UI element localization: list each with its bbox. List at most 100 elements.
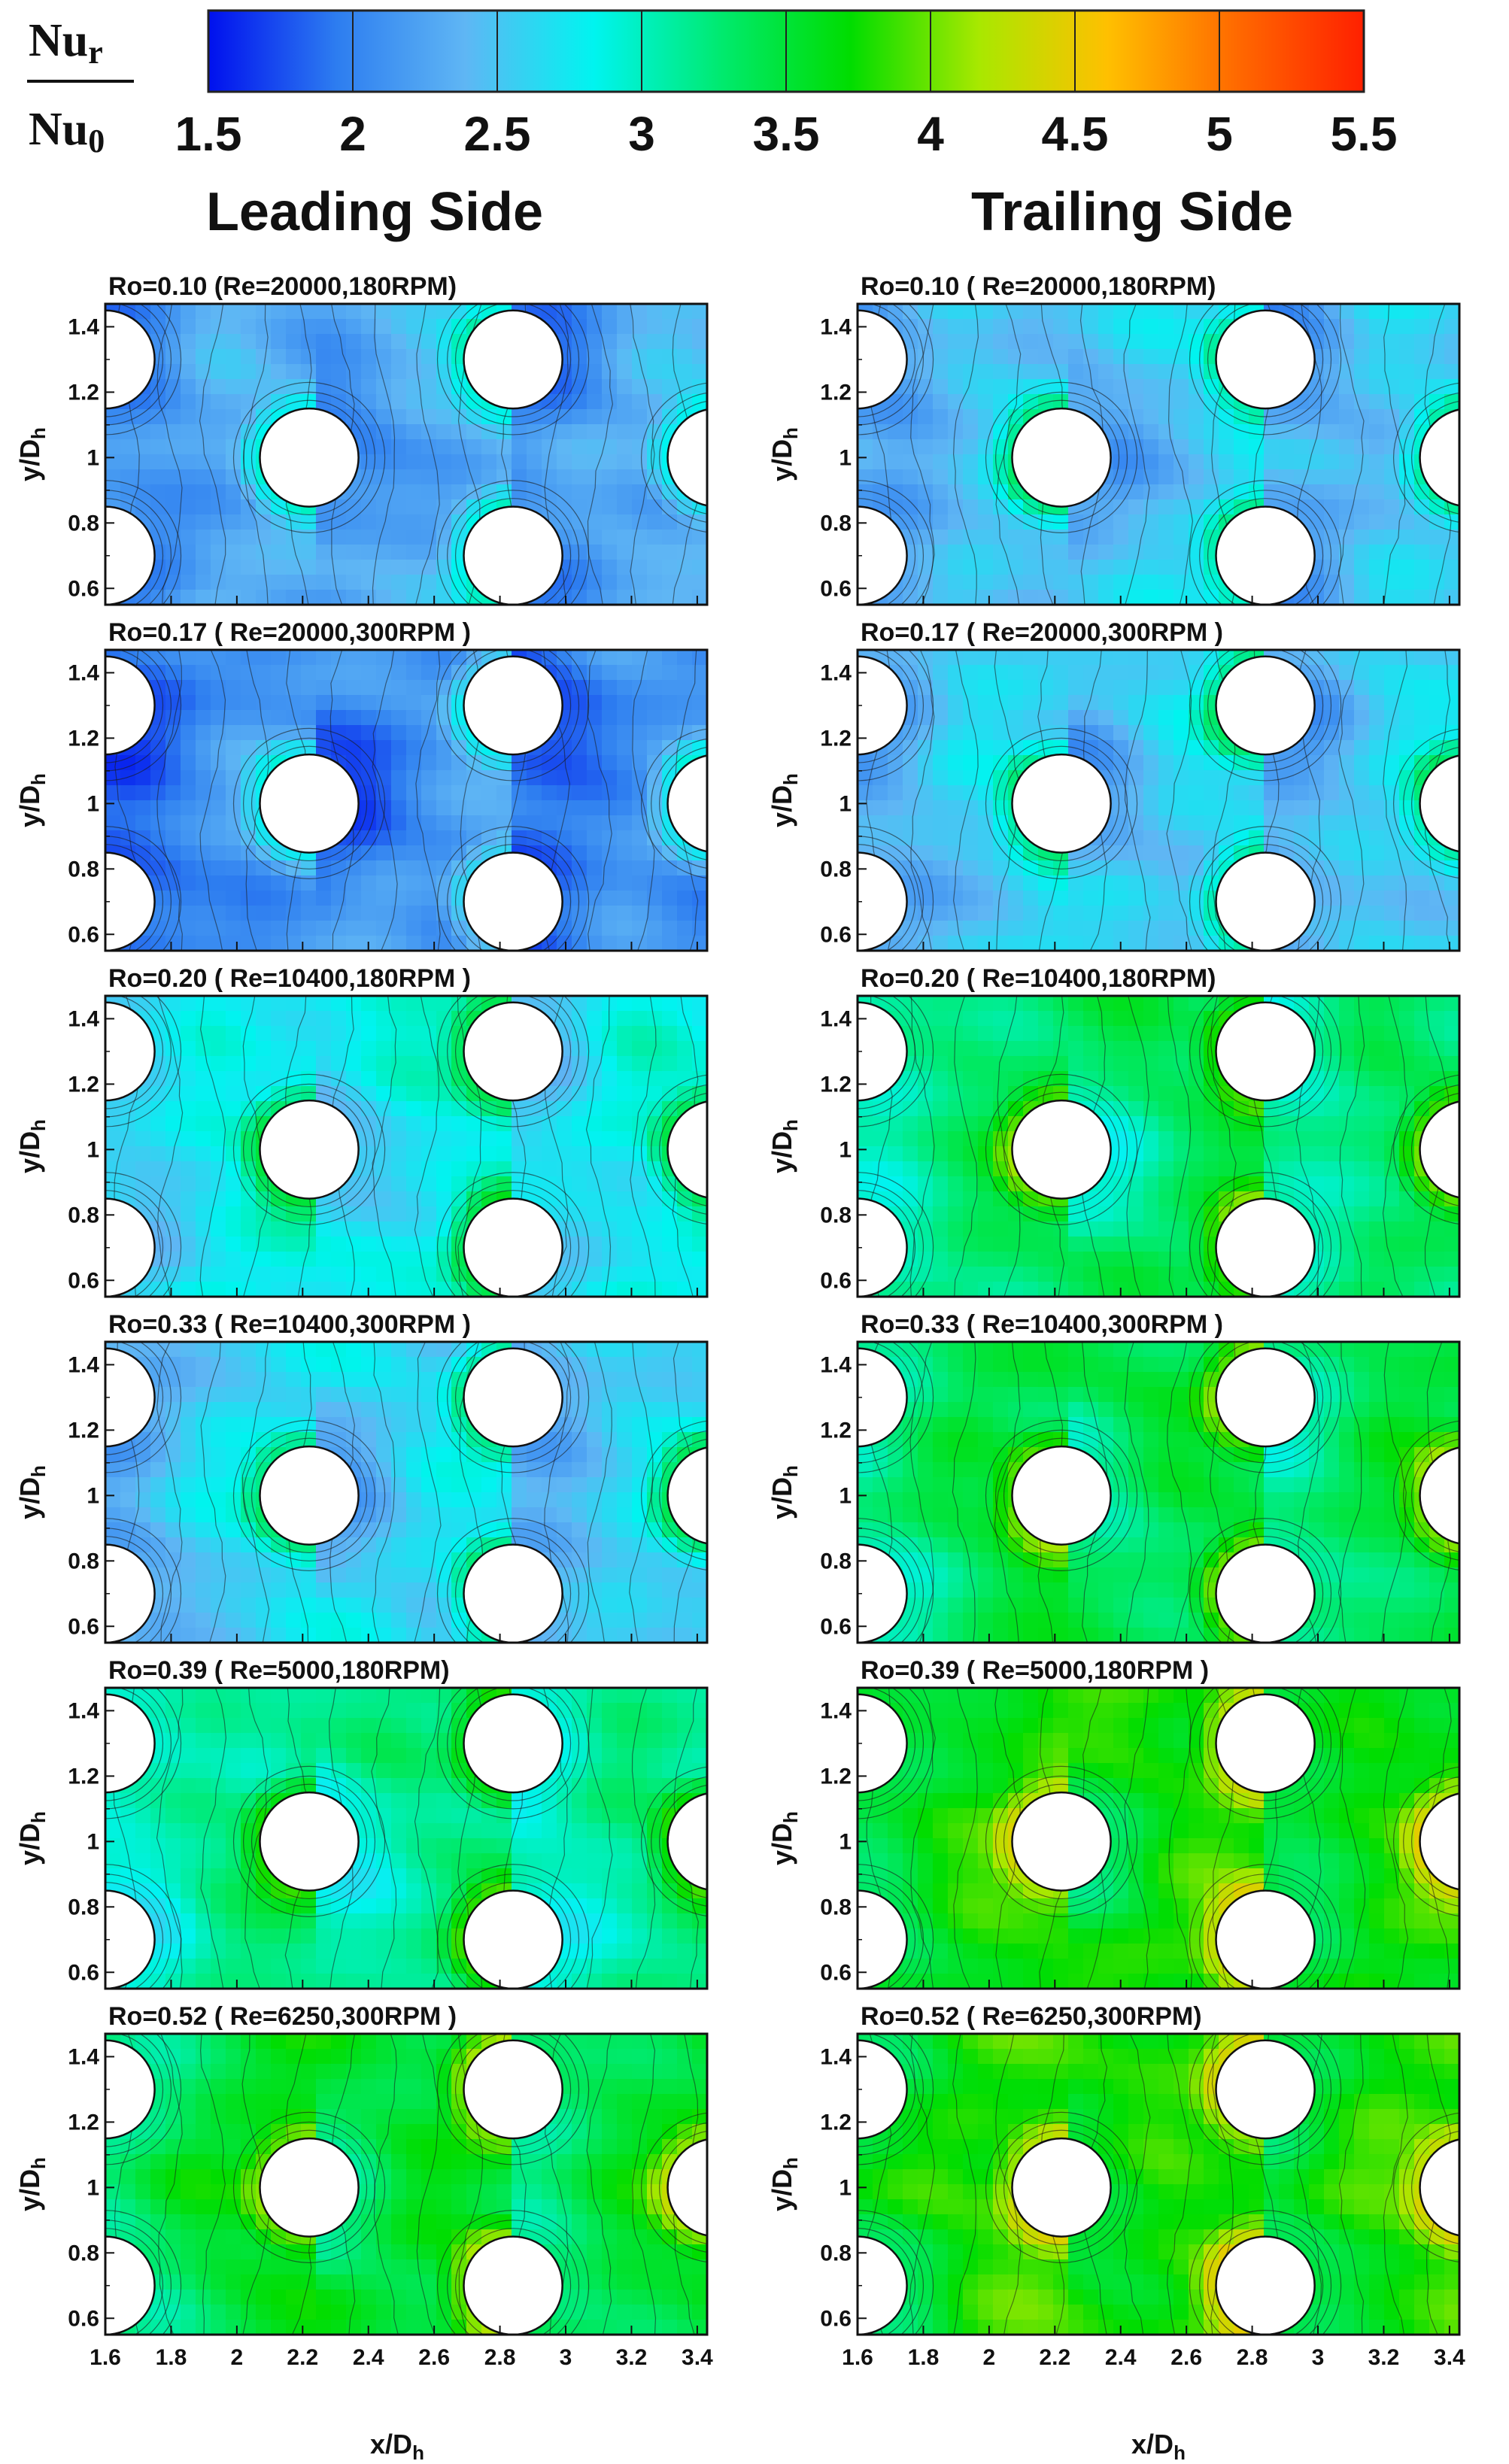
heat-cell — [165, 484, 181, 500]
heat-cell — [436, 545, 452, 560]
heat-cell — [211, 740, 226, 756]
heat-cell — [301, 996, 317, 1012]
heat-cell — [1143, 394, 1159, 410]
heat-cell — [1158, 650, 1174, 666]
heat-cell — [241, 1011, 257, 1027]
heat-cell — [1158, 725, 1174, 741]
heat-cell — [1023, 936, 1039, 951]
heat-cell — [933, 499, 949, 515]
heat-cell — [391, 845, 407, 861]
heat-cell — [993, 590, 1009, 605]
heat-cell — [316, 560, 332, 575]
heat-cell — [346, 1101, 362, 1117]
heat-cell — [1204, 439, 1219, 455]
heat-cell — [1053, 514, 1069, 530]
heat-cell — [376, 484, 392, 500]
heat-cell — [196, 770, 211, 786]
heat-cell — [963, 424, 979, 440]
heat-cell — [1113, 1056, 1129, 1072]
colorbar-tick-label: 1.5 — [175, 107, 242, 161]
heat-cell — [1158, 334, 1174, 350]
heat-cell — [1264, 484, 1280, 500]
heat-cell — [1173, 906, 1189, 921]
heat-cell — [1369, 710, 1385, 726]
heat-cell — [1068, 560, 1084, 575]
heat-cell — [903, 845, 918, 861]
heat-cell — [963, 770, 979, 786]
heat-cell — [241, 364, 257, 380]
heat-cell — [436, 304, 452, 320]
heat-cell — [1219, 454, 1234, 470]
heat-cell — [376, 921, 392, 936]
heat-cell — [346, 1282, 362, 1297]
heat-cell — [1038, 1011, 1054, 1027]
heat-cell — [677, 1011, 693, 1027]
contour-line — [910, 650, 935, 951]
heat-cell — [1008, 560, 1024, 575]
heat-cell — [978, 1252, 994, 1267]
contour-ring — [447, 996, 580, 1118]
heat-cell — [256, 875, 272, 891]
heat-cell — [978, 830, 994, 846]
heat-cell — [677, 1252, 693, 1267]
heat-cell — [421, 530, 437, 545]
heat-cell — [632, 484, 648, 500]
heat-cell — [1023, 891, 1039, 906]
heat-cell — [1189, 499, 1204, 515]
heat-cell — [1324, 740, 1340, 756]
heat-cell — [421, 1101, 437, 1117]
heat-cell — [1219, 1176, 1234, 1192]
heat-cell — [1369, 484, 1385, 500]
heat-cell — [150, 469, 166, 485]
heat-cell — [1008, 379, 1024, 395]
heat-cell — [271, 545, 287, 560]
heat-cell — [286, 921, 302, 936]
heat-cell — [587, 424, 603, 440]
heat-cell — [647, 1161, 663, 1177]
heat-cell — [1324, 575, 1340, 590]
heat-cell — [1158, 695, 1174, 711]
heat-cell — [963, 891, 979, 906]
heat-cell — [993, 394, 1009, 410]
heat-cell — [888, 830, 903, 846]
heat-cell — [677, 650, 693, 666]
heat-cell — [918, 770, 934, 786]
heat-cell — [466, 469, 482, 485]
heat-cell — [1053, 710, 1069, 726]
heat-cell — [316, 319, 332, 335]
heat-cell — [1143, 590, 1159, 605]
heat-cell — [1158, 1252, 1174, 1267]
heat-cell — [918, 409, 934, 425]
heat-cell — [1158, 815, 1174, 831]
heat-cell — [1339, 364, 1355, 380]
heat-cell — [572, 1056, 588, 1072]
heat-cell — [993, 740, 1009, 756]
heat-cell — [1399, 409, 1415, 425]
heat-cell — [421, 650, 437, 666]
heat-cell — [602, 439, 618, 455]
heat-cell — [496, 1161, 512, 1177]
heat-cell — [1083, 860, 1099, 876]
heat-cell — [617, 1252, 633, 1267]
heat-cell — [587, 845, 603, 861]
heat-cell — [376, 530, 392, 545]
heat-cell — [993, 1191, 1009, 1207]
heat-cell — [963, 755, 979, 771]
heat-cell — [361, 484, 377, 500]
heat-cell — [873, 439, 888, 455]
heat-cell — [963, 1146, 979, 1162]
heat-cell — [496, 439, 512, 455]
contour-ring — [659, 746, 707, 860]
heat-cell — [918, 815, 934, 831]
heat-cell — [181, 710, 196, 726]
heat-cell — [572, 319, 588, 335]
heat-cell — [587, 740, 603, 756]
heat-cell — [331, 1237, 347, 1252]
heat-cell — [1158, 875, 1174, 891]
heat-cell — [617, 304, 633, 320]
heat-cell — [165, 785, 181, 801]
heat-cell — [211, 725, 226, 741]
heat-cell — [662, 1252, 678, 1267]
heat-cell — [557, 1131, 572, 1147]
heat-cell — [150, 800, 166, 816]
